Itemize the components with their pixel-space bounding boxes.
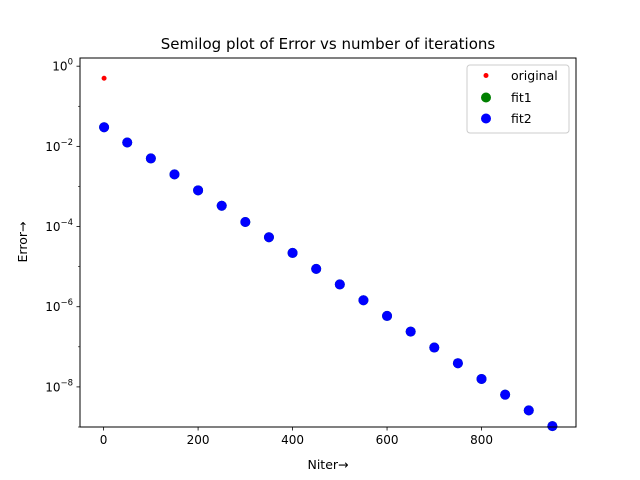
data-point-fit2 [429,342,440,353]
data-point-fit2 [334,279,345,290]
legend-marker-fit1 [481,92,491,103]
y-tick-label-exponent: −4 [60,218,73,228]
y-tick-label: 100 [52,58,73,74]
x-tick-label: 400 [281,433,304,447]
y-tick-label: 10−8 [45,378,73,394]
data-point-fit2 [193,185,204,196]
y-tick-label-exponent: −8 [60,378,73,388]
data-point-fit2 [287,247,298,258]
data-point-fit2 [382,310,393,321]
data-point-fit2 [169,169,180,180]
y-tick-label: 10−2 [45,138,73,154]
data-point-fit2 [405,326,416,337]
legend-marker-original [483,73,489,78]
x-tick-label: 600 [376,433,399,447]
legend-box [466,64,570,134]
legend: original fit1 fit2 [466,64,570,134]
data-point-fit2 [99,122,110,133]
y-tick-label: 10−4 [45,218,73,234]
data-point-fit2 [547,421,558,432]
axes-frame [79,57,577,428]
y-tick-label-exponent: −2 [60,138,73,148]
data-point-fit2 [216,200,227,211]
x-tick-label: 0 [100,433,108,447]
data-point-fit2 [122,137,133,148]
series-layer [99,75,558,432]
data-point-fit2 [311,263,322,274]
y-tick-label-base: 10 [45,140,60,154]
x-tick-label: 800 [470,433,493,447]
y-tick-label-base: 10 [45,380,60,394]
legend-label-original: original [511,68,558,83]
y-tick-label-base: 10 [45,220,60,234]
data-point-fit2 [500,389,511,400]
data-point-fit2 [263,232,274,243]
data-point-fit2 [523,405,534,416]
y-tick-label: 10−6 [45,298,73,314]
data-point-fit2 [358,295,369,306]
legend-marker-fit2 [481,113,491,124]
chart-title: Semilog plot of Error vs number of itera… [161,35,496,53]
y-axis-label: Error→ [15,222,30,263]
y-tick-label-exponent: −6 [60,298,73,308]
data-point-fit2 [240,216,251,227]
data-point-fit2 [476,373,487,384]
legend-label-fit1: fit1 [511,90,532,105]
data-point-original [101,75,107,81]
y-tick-label-base: 10 [52,60,67,74]
y-tick-label-exponent: 0 [68,58,73,68]
data-point-fit2 [145,153,156,164]
x-axis-label: Niter→ [307,457,348,472]
y-tick-label-base: 10 [45,300,60,314]
legend-label-fit2: fit2 [511,111,532,126]
data-point-fit2 [452,358,463,369]
x-tick-label: 200 [187,433,210,447]
